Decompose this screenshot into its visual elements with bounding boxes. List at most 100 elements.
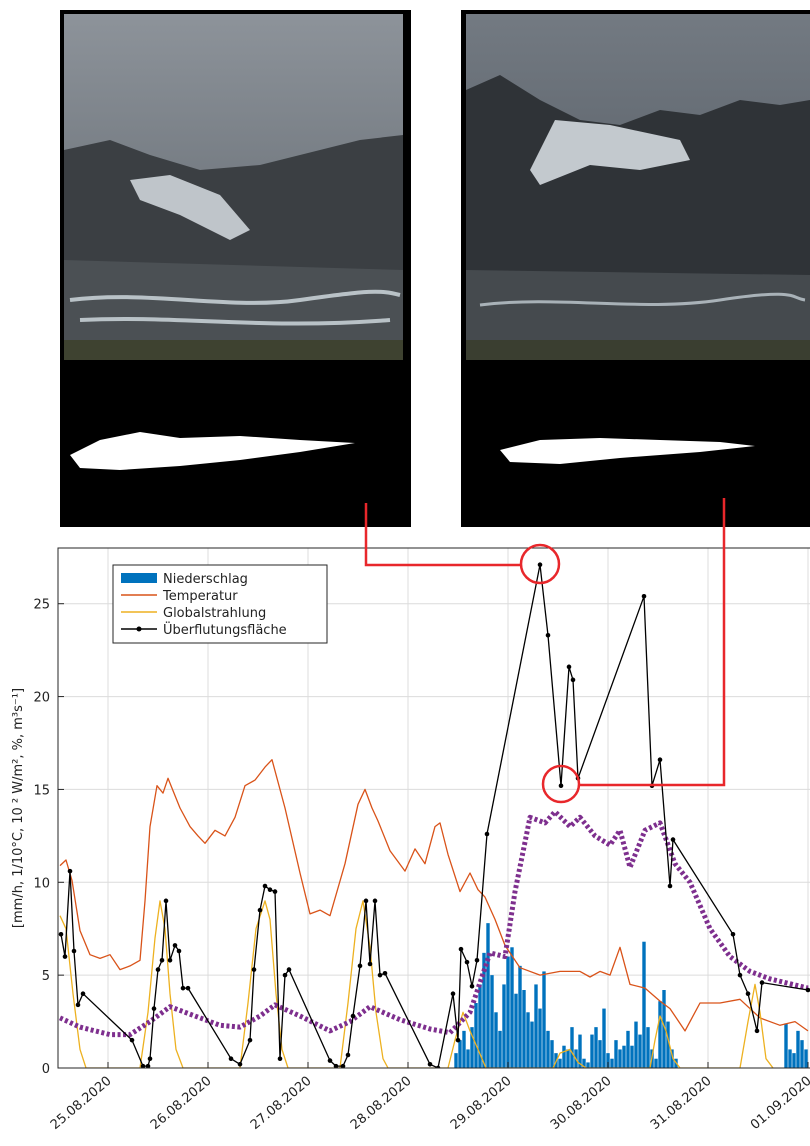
marker <box>172 943 178 948</box>
photo-right <box>461 10 810 527</box>
bar <box>458 1040 462 1068</box>
marker <box>350 1013 356 1019</box>
bar <box>490 975 494 1068</box>
marker <box>75 1002 81 1008</box>
marker <box>759 980 765 985</box>
bar <box>618 1049 622 1068</box>
y-tick-label: 0 <box>42 1062 50 1077</box>
bar <box>598 1040 602 1068</box>
x-tick-label: 25.08.2020 <box>48 1074 115 1133</box>
marker <box>277 1056 283 1062</box>
bar <box>498 1030 502 1068</box>
x-tick-label: 27.08.2020 <box>248 1074 315 1133</box>
bar <box>518 965 522 1068</box>
marker <box>147 1056 153 1062</box>
marker <box>58 931 64 937</box>
marker <box>558 783 564 789</box>
marker <box>340 1063 346 1068</box>
marker <box>435 1065 441 1068</box>
bar <box>578 1034 582 1068</box>
annotation <box>364 498 726 804</box>
axes-frame <box>57 547 810 1069</box>
marker <box>257 907 263 913</box>
bar <box>800 1040 804 1068</box>
bar <box>550 1040 554 1068</box>
y-axis-label: [mm/h, 1/10°C, 10 ² W/m², %, m³s⁻¹] <box>11 688 26 928</box>
marker <box>363 898 369 904</box>
bar <box>582 1058 586 1068</box>
marker <box>345 1052 351 1058</box>
bar <box>538 1008 542 1068</box>
line <box>59 759 809 1032</box>
bar <box>514 993 518 1068</box>
bar <box>614 1040 618 1068</box>
marker <box>176 948 182 954</box>
marker <box>333 1063 339 1068</box>
x-tick-label: 31.08.2020 <box>648 1074 715 1133</box>
marker <box>163 898 169 904</box>
marker <box>667 883 673 889</box>
marker <box>474 957 480 963</box>
bar <box>666 1021 670 1068</box>
bar <box>470 1027 474 1068</box>
bar <box>570 1027 574 1068</box>
marker <box>455 1037 461 1043</box>
bar <box>634 1021 638 1068</box>
legend-label: Niederschlag <box>163 572 248 587</box>
marker <box>80 991 86 997</box>
marker <box>272 889 278 894</box>
photo-left <box>60 10 411 527</box>
bar <box>788 1049 792 1068</box>
bar <box>474 1003 478 1068</box>
marker <box>151 1006 157 1011</box>
x-tick-label: 29.08.2020 <box>448 1074 515 1133</box>
marker <box>805 987 810 993</box>
bar <box>658 1001 662 1068</box>
marker <box>67 868 73 874</box>
bar <box>622 1045 626 1068</box>
marker <box>657 757 663 763</box>
marker <box>737 972 743 978</box>
marker <box>282 972 288 978</box>
marker <box>262 883 268 889</box>
bar <box>642 941 646 1068</box>
bar <box>670 1049 674 1068</box>
bar <box>454 1053 458 1068</box>
marker <box>372 898 378 904</box>
marker <box>180 985 186 991</box>
bar <box>482 952 486 1068</box>
x-tick-label: 26.08.2020 <box>148 1074 215 1133</box>
marker <box>237 1061 243 1067</box>
legend-label: Temperatur <box>162 589 238 604</box>
bar <box>586 1062 590 1068</box>
marker <box>327 1058 333 1063</box>
bar <box>530 1021 534 1068</box>
plot-area <box>58 548 810 1068</box>
bar <box>502 984 506 1068</box>
line <box>58 809 809 1038</box>
marker <box>545 632 551 638</box>
bar <box>542 971 546 1068</box>
x-tick-label: 01.09.2020 <box>748 1074 810 1133</box>
marker <box>247 1037 253 1043</box>
marker <box>566 664 572 670</box>
marker <box>670 837 676 842</box>
marker <box>286 967 292 972</box>
marker <box>730 931 736 937</box>
bar <box>606 1053 610 1068</box>
marker <box>140 1063 146 1068</box>
marker <box>71 948 77 954</box>
marker <box>745 991 751 997</box>
bar <box>792 1053 796 1068</box>
legend: Niederschlag Temperatur GlobalstrahlungÜbe… <box>112 564 328 644</box>
marker <box>450 991 456 997</box>
marker <box>251 967 257 972</box>
legend-label: Globalstrahlung <box>163 606 266 621</box>
marker <box>641 593 647 599</box>
bar <box>602 1008 606 1068</box>
bar <box>510 947 514 1068</box>
bar <box>796 1030 800 1068</box>
bar <box>534 984 538 1068</box>
bar <box>562 1045 566 1068</box>
